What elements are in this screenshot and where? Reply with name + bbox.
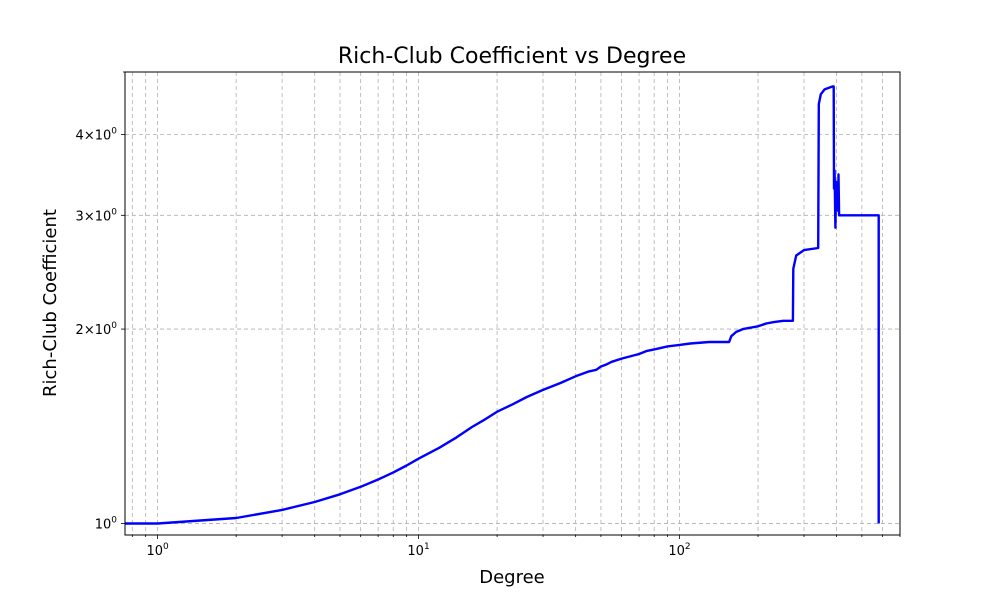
axis-ticks: 100 101 102 100 2×100 3×100 4×100 [76, 71, 901, 559]
plot-area-frame [124, 71, 901, 536]
x-tick-label: 100 [146, 542, 169, 559]
x-axis-label: Degree [479, 567, 545, 588]
y-tick-label: 2×100 [76, 321, 118, 338]
x-tick-label: 101 [407, 542, 429, 559]
chart-title: Rich-Club Coefficient vs Degree [338, 44, 686, 69]
y-tick-label: 3×100 [76, 207, 118, 224]
grid-lines [125, 71, 901, 535]
x-tick-label: 102 [668, 542, 690, 559]
y-tick-label: 4×100 [76, 127, 118, 144]
rich-club-series-line [125, 85, 880, 525]
y-tick-label: 100 [95, 516, 118, 533]
series-layer [125, 85, 880, 525]
y-axis-label: Rich-Club Coefficient [40, 209, 61, 397]
